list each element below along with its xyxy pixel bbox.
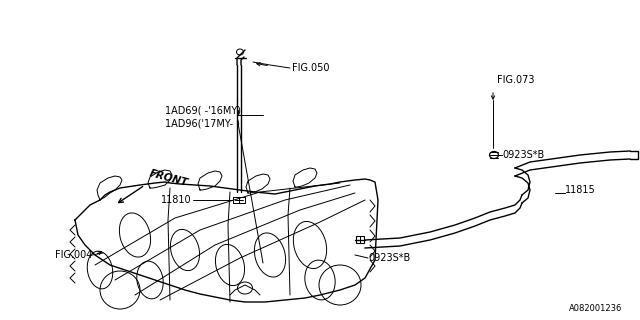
Text: 11810: 11810 bbox=[161, 195, 192, 205]
Text: FRONT: FRONT bbox=[148, 168, 189, 188]
Text: 0923S*B: 0923S*B bbox=[368, 253, 410, 263]
Text: 0923S*B: 0923S*B bbox=[502, 150, 544, 160]
Text: A082001236: A082001236 bbox=[568, 304, 622, 313]
Text: FIG.004: FIG.004 bbox=[55, 250, 92, 260]
Text: FIG.073: FIG.073 bbox=[497, 75, 534, 85]
Text: FIG.050: FIG.050 bbox=[292, 63, 330, 73]
Text: 11815: 11815 bbox=[565, 185, 596, 195]
Text: 1AD69( -'16MY): 1AD69( -'16MY) bbox=[165, 105, 241, 115]
Text: 1AD96('17MY- ): 1AD96('17MY- ) bbox=[165, 118, 240, 128]
